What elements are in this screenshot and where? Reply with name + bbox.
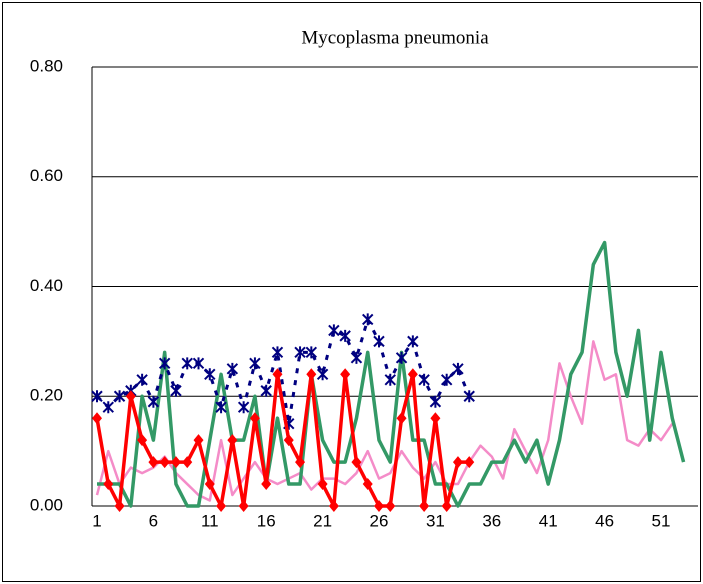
diamond-marker	[114, 500, 125, 512]
asterisk-marker	[339, 329, 351, 342]
diamond-marker	[362, 478, 373, 491]
asterisk-marker	[113, 390, 126, 403]
series-line	[95, 340, 674, 502]
series-line	[97, 240, 686, 508]
diamond-marker	[407, 368, 418, 381]
asterisk-marker	[271, 346, 284, 359]
asterisk-marker	[350, 351, 363, 364]
diamond-marker	[227, 434, 238, 447]
diamond-marker	[249, 412, 260, 425]
x-tick-label: 1	[92, 511, 101, 530]
diamond-marker	[340, 368, 351, 381]
asterisk-marker	[463, 390, 475, 403]
asterisk-marker	[294, 346, 306, 359]
asterisk-marker	[192, 357, 205, 370]
asterisk-marker	[170, 384, 182, 397]
asterisk-marker	[215, 401, 227, 414]
asterisk-marker	[395, 351, 408, 364]
x-tick-label: 26	[370, 511, 389, 530]
x-tick-label: 46	[595, 511, 614, 530]
asterisk-marker	[91, 390, 103, 403]
asterisk-marker	[407, 335, 419, 348]
asterisk-marker	[204, 368, 216, 381]
diamond-marker	[295, 456, 306, 469]
diamond-marker	[272, 368, 283, 381]
diamond-marker	[103, 478, 114, 491]
asterisk-marker	[440, 373, 453, 386]
diamond-marker	[351, 456, 362, 469]
diamond-marker	[328, 500, 339, 512]
y-tick-label: 0.40	[30, 276, 63, 295]
diamond-marker	[317, 478, 328, 491]
series-line	[95, 317, 471, 426]
diamond-marker	[306, 368, 317, 381]
diamond-marker	[430, 412, 441, 425]
x-tick-label: 16	[257, 511, 276, 530]
x-tick-label: 11	[201, 511, 219, 530]
x-tick-label: 36	[482, 511, 501, 530]
asterisk-marker	[181, 357, 193, 370]
x-tick-label: 31	[426, 511, 445, 530]
diamond-marker	[238, 500, 249, 512]
x-tick-label: 51	[652, 511, 671, 530]
diamond-marker	[374, 500, 384, 512]
diamond-marker	[283, 434, 294, 447]
x-tick-label: 6	[149, 511, 158, 530]
y-tick-label: 0.60	[30, 166, 63, 185]
diamond-marker	[441, 500, 452, 512]
asterisk-marker	[158, 357, 171, 370]
series-line	[95, 372, 470, 508]
asterisk-marker	[384, 373, 396, 386]
y-tick-label: 0.20	[30, 386, 63, 405]
asterisk-marker	[362, 313, 374, 326]
diamond-marker	[452, 456, 463, 469]
diamond-marker	[125, 390, 136, 403]
asterisk-marker	[418, 373, 430, 386]
asterisk-marker	[316, 368, 329, 381]
diamond-marker	[464, 456, 475, 469]
diamond-marker	[159, 456, 170, 469]
diamond-marker	[396, 412, 407, 425]
asterisk-marker	[237, 401, 250, 414]
diamond-marker	[204, 478, 215, 491]
asterisk-marker	[136, 373, 148, 386]
diamond-marker	[137, 434, 148, 447]
diamond-marker	[216, 500, 227, 512]
diamond-marker	[419, 500, 430, 512]
y-tick-label: 0.80	[30, 56, 63, 75]
diamond-marker	[92, 412, 102, 425]
diamond-marker	[385, 500, 396, 512]
asterisk-marker	[147, 395, 160, 408]
asterisk-marker	[373, 335, 385, 348]
asterisk-marker	[452, 362, 464, 375]
asterisk-marker	[328, 324, 340, 337]
asterisk-marker	[260, 384, 272, 397]
asterisk-marker	[226, 362, 239, 375]
asterisk-marker	[305, 346, 318, 359]
diamond-marker	[193, 434, 204, 447]
asterisk-marker	[102, 401, 114, 414]
y-tick-label: 0.00	[30, 495, 63, 514]
diamond-marker	[182, 456, 193, 469]
chart-title: Mycoplasma pneumonia	[301, 27, 489, 48]
diamond-marker	[148, 456, 159, 469]
diamond-marker	[170, 456, 181, 469]
x-tick-label: 21	[313, 511, 332, 530]
diamond-marker	[261, 478, 272, 491]
asterisk-marker	[429, 395, 442, 408]
x-tick-label: 41	[539, 511, 558, 530]
asterisk-marker	[249, 357, 261, 370]
